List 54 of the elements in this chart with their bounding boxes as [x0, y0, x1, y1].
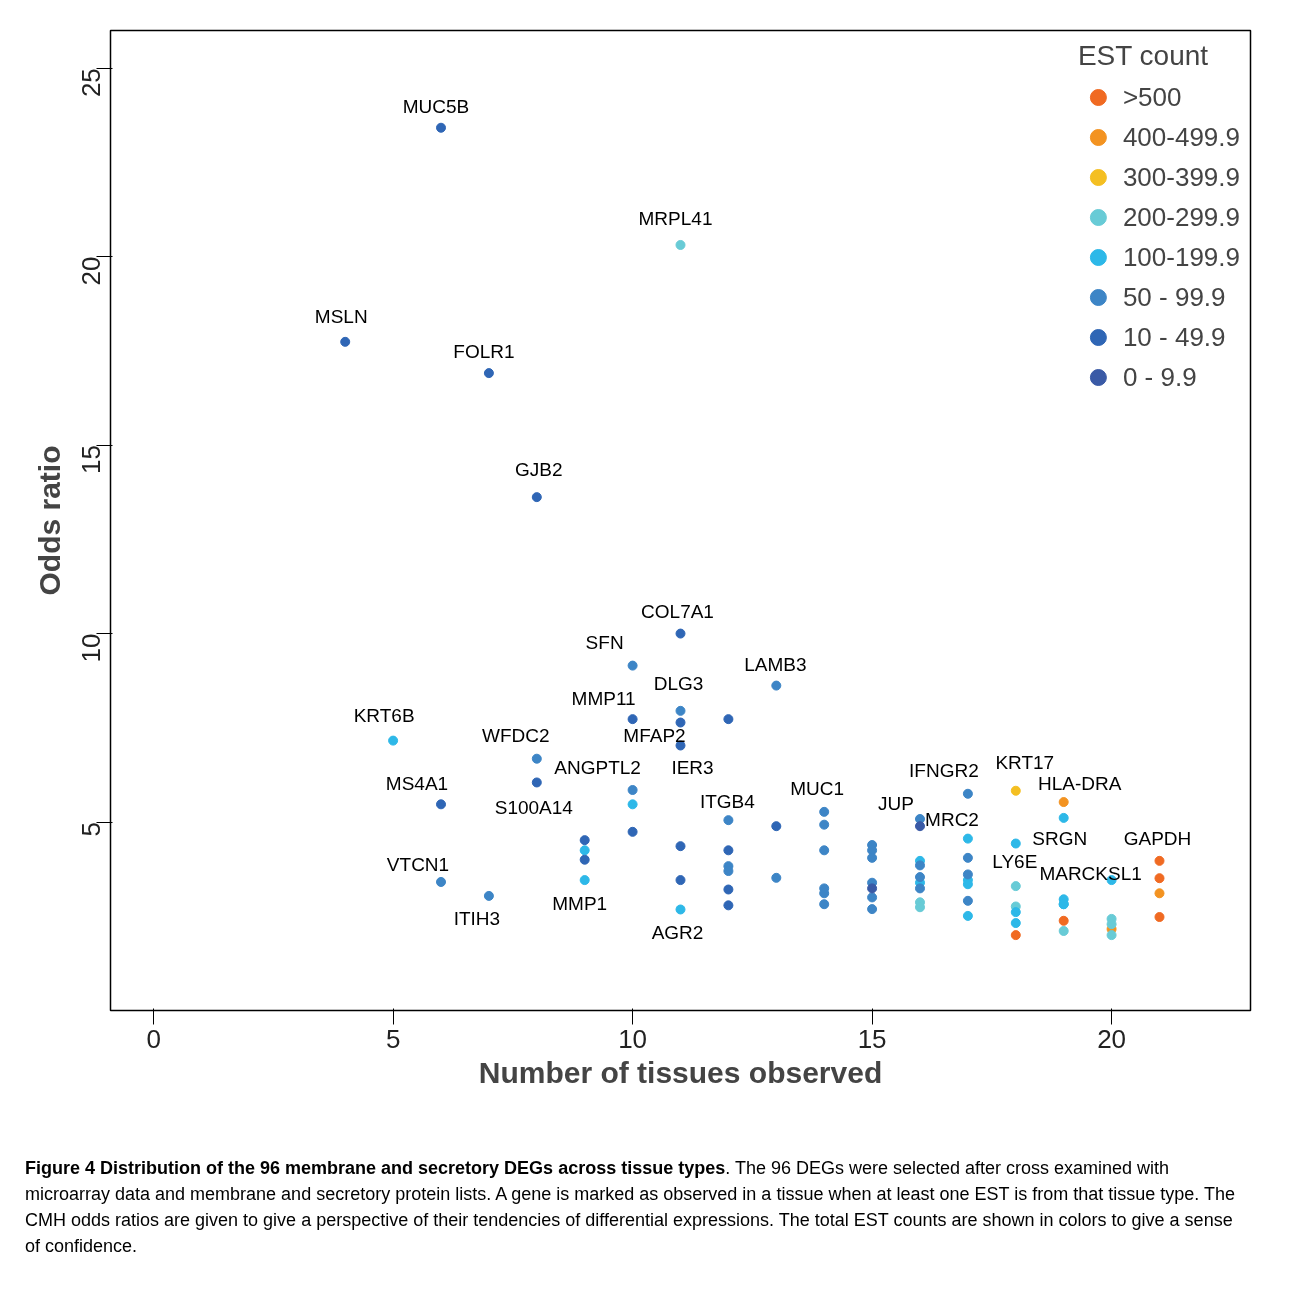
annotation: GAPDH — [1123, 828, 1192, 850]
annotation: VTCN1 — [386, 854, 450, 876]
annotation: KRT6B — [353, 705, 415, 727]
annotation: GJB2 — [515, 458, 563, 480]
annotation: LY6E — [992, 850, 1038, 872]
x-tick-label: 0 — [146, 1023, 161, 1054]
y-axis-title: Odds ratio — [32, 445, 66, 596]
legend-label: 0 - 9.9 — [1122, 361, 1197, 393]
annotation: MFAP2 — [623, 725, 686, 747]
annotation: AGR2 — [651, 921, 704, 943]
annotation: MMP11 — [571, 687, 636, 709]
annotation: COL7A1 — [641, 601, 714, 623]
annotation: MUC1 — [790, 778, 845, 800]
annotation: ANGPTL2 — [554, 756, 641, 778]
annotation: MSLN — [314, 306, 368, 328]
legend-label: 200-299.9 — [1122, 201, 1240, 233]
x-tick-label: 5 — [385, 1023, 401, 1054]
y-tick-label: 5 — [76, 822, 107, 837]
annotation: IFNGR2 — [909, 760, 979, 782]
annotation: MMP1 — [552, 892, 608, 914]
annotation: LAMB3 — [744, 654, 807, 676]
x-axis-title: Number of tissues observed — [478, 1055, 883, 1089]
annotation: SRGN — [1032, 828, 1088, 850]
annotation: WFDC2 — [482, 725, 550, 747]
legend-label: 50 - 99.9 — [1122, 281, 1226, 313]
annotation: FOLR1 — [453, 340, 515, 362]
annotation: MS4A1 — [385, 772, 449, 794]
x-tick-label: 10 — [618, 1023, 648, 1054]
legend-label: 400-499.9 — [1122, 121, 1240, 153]
annotation: MRPL41 — [638, 208, 713, 230]
annotation: ITGB4 — [699, 790, 756, 812]
annotation: DLG3 — [653, 673, 704, 695]
legend-label: 100-199.9 — [1122, 241, 1240, 273]
annotation: HLA-DRA — [1037, 772, 1122, 794]
annotation: MARCKSL1 — [1039, 862, 1142, 884]
annotation: MRC2 — [925, 808, 979, 830]
x-tick-label: 20 — [1097, 1023, 1127, 1054]
y-tick-label: 20 — [76, 256, 107, 286]
annotation: KRT17 — [995, 752, 1055, 774]
annotation: SFN — [585, 632, 624, 654]
legend-title: EST count — [1077, 40, 1210, 72]
x-tick-label: 15 — [857, 1023, 887, 1054]
annotation: ITIH3 — [453, 908, 501, 930]
legend-label: 300-399.9 — [1122, 161, 1240, 193]
annotation: MUC5B — [402, 96, 470, 118]
legend-label: >500 — [1122, 81, 1182, 113]
y-tick-label: 25 — [76, 68, 107, 98]
annotation: S100A14 — [494, 796, 574, 818]
y-tick-label: 10 — [76, 633, 107, 663]
y-tick-label: 15 — [76, 445, 107, 475]
caption: Figure 4 Distribution of the 96 membrane and secretory DEGs across tissue types. The 96 DEGs were selected after cross examined with microarray data and membrane and secretory protein lists. A gene is marked as observed in a tissue when at least one EST is from that tissue type. The CMH odds ratios are given to give a perspective of their tendencies of differential expressions. The total EST counts are shown in colors to give a sense of confidence. — [24, 1157, 1236, 1259]
legend-label: 10 - 49.9 — [1122, 321, 1226, 353]
annotation: IER3 — [671, 757, 714, 779]
annotation: JUP — [878, 792, 914, 814]
